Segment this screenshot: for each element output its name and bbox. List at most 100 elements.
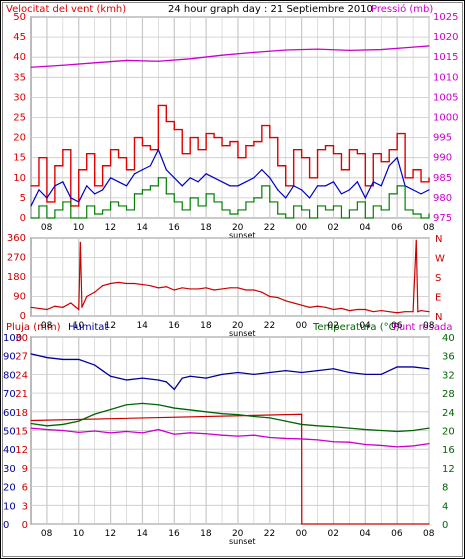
wind-minimum-line-point (332, 205, 335, 207)
temperature-line-point (46, 425, 48, 427)
x-tick-label: 18 (200, 529, 212, 539)
wind-direction-line-point (117, 281, 120, 284)
wind-average-line-point (38, 189, 40, 191)
wind-minimum-line-point (324, 209, 327, 211)
dewpoint-line-point (348, 441, 350, 443)
temperature-line-point (348, 427, 350, 429)
wind-direction-line-point (110, 282, 112, 285)
wind-gust-line-point (62, 149, 64, 151)
x-tick-label: 22 (264, 223, 275, 233)
wind-minimum-line-point (261, 185, 263, 187)
wind-gust-line-point (396, 132, 398, 135)
wind-gust-line-point (181, 153, 183, 155)
humidity-line-point (301, 371, 303, 374)
wind-direction-line-point (102, 285, 104, 287)
temperature-line-point (110, 408, 112, 411)
wind-direction-line-point (285, 300, 287, 302)
rain-line-point (30, 419, 32, 422)
temperature-line-point (157, 404, 159, 406)
wind-minimum-line-point (237, 209, 239, 211)
pressure-line-point (189, 58, 191, 60)
wind-direction-line-point (388, 311, 390, 313)
rain-tick-label: 12 (15, 445, 28, 456)
dewpoint-line-point (380, 444, 382, 447)
wind-direction-line-point (78, 308, 80, 311)
pressure-line-point (348, 49, 350, 51)
wind-average-line-point (62, 181, 64, 183)
wind-gust-line-point (380, 161, 382, 163)
temperature-line-point (428, 427, 430, 429)
wind-minimum-line-point (293, 205, 295, 207)
wind-average-line-point (237, 185, 239, 187)
dewpoint-line-point (253, 434, 255, 436)
wind-gust-line-point (149, 149, 151, 151)
rain-tick-label: 21 (15, 389, 28, 400)
rain-tick-label: 6 (22, 483, 28, 494)
temperature-tick-label: 32 (442, 370, 455, 381)
wind-gust-line-point (165, 120, 167, 123)
humidity-line-point (396, 366, 398, 368)
rain-tick-label: 30 (15, 333, 28, 344)
wind-direction-line-point (30, 306, 32, 308)
wind-gust-line-point (356, 153, 358, 155)
wind-gust-line-point (133, 137, 136, 139)
wind-average-line-point (229, 185, 231, 187)
wind-gust-line-point (412, 169, 414, 171)
temperature-line-point (237, 414, 239, 416)
dewpoint-line-point (205, 433, 207, 435)
wind-average-line-point (181, 185, 183, 187)
dewpoint-line-point (412, 445, 414, 447)
wind-gust-line-point (30, 185, 32, 187)
temperature-tick-label: 12 (442, 464, 455, 475)
wind-direction-line-point (157, 287, 159, 289)
wind-average-line-point (316, 185, 319, 187)
wind-tick-label: 35 (13, 72, 26, 83)
x-tick-label: 20 (232, 321, 244, 331)
wind-gust-line-point (428, 177, 430, 179)
humidity-line-point (253, 373, 255, 375)
wind-direction-line-point (70, 302, 72, 304)
wind-average-line-point (117, 181, 120, 183)
x-tick-label: 08 (41, 529, 53, 539)
humidity-axis-title: Humitat (68, 322, 108, 333)
wind-direction-line-point (46, 308, 48, 311)
compass-tick-label: S (435, 273, 441, 284)
wind-minimum-line-point (380, 209, 382, 211)
direction-tick-label: 180 (7, 272, 26, 283)
wind-direction-line-point (316, 305, 319, 307)
x-tick-label: 18 (200, 223, 212, 233)
wind-gust-line-point (102, 165, 104, 167)
pressure-tick-label: 990 (433, 153, 452, 164)
temperature-line-point (125, 404, 128, 406)
pressure-line-point (157, 60, 159, 62)
wind-minimum-line (31, 177, 430, 219)
wind-direction-line-point (348, 309, 350, 312)
humidity-line-point (62, 358, 64, 361)
temperature-axis-title: Temperatura (°C) (312, 322, 400, 333)
humidity-line-point (189, 375, 191, 377)
x-tick-label: 10 (73, 529, 85, 539)
wind-minimum-line-point (54, 209, 56, 211)
wind-axis-title: Velocitat del vent (kmh) (6, 4, 126, 15)
wind-tick-label: 20 (13, 133, 26, 144)
wind-direction-line-point (62, 306, 64, 308)
x-tick-label: 08 (423, 223, 435, 233)
pressure-line-point (285, 49, 287, 51)
wind-gust-line-point (388, 149, 390, 151)
wind-gust-line-point (285, 185, 287, 187)
x-tick-label: 12 (105, 321, 116, 331)
dewpoint-line-point (125, 430, 128, 433)
wind-tick-label: 10 (13, 173, 26, 184)
wind-gust-line-point (157, 104, 159, 107)
temperature-line-point (253, 415, 255, 418)
pressure-line-point (316, 48, 319, 50)
humidity-line-point (332, 368, 335, 370)
wind-average-line-point (46, 197, 48, 199)
pressure-line-point (380, 48, 382, 51)
wind-average-line-point (301, 189, 303, 191)
pressure-line-point (62, 64, 64, 66)
dewpoint-line-point (110, 432, 112, 434)
pressure-line-point (412, 46, 414, 48)
